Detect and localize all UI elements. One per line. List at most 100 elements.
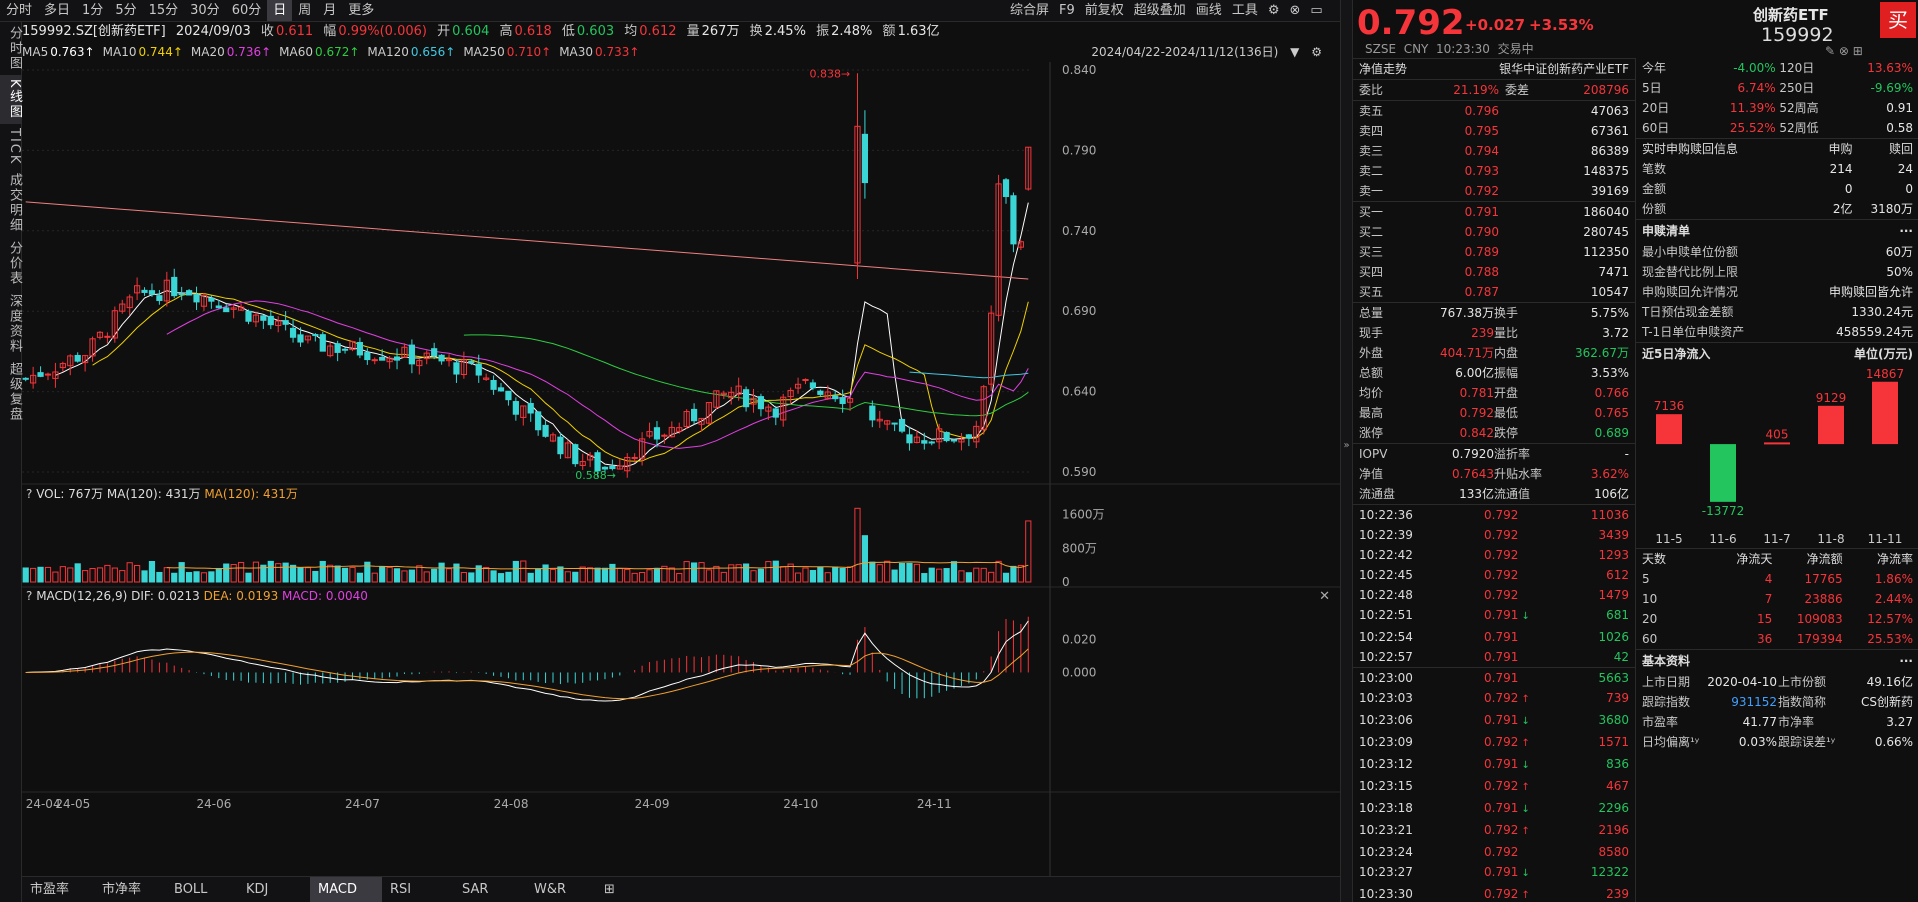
ma-value: 0.710↑ xyxy=(506,45,552,59)
indicator-tab[interactable]: W&R xyxy=(534,882,567,897)
help-icon[interactable]: ? xyxy=(26,589,36,603)
toolbar-item[interactable]: 综合屏 xyxy=(1010,3,1050,18)
edit-icon[interactable]: ✎ xyxy=(1825,44,1836,58)
level-price: 0.788 xyxy=(1464,265,1499,279)
toolbar-item[interactable]: F9 xyxy=(1059,3,1075,18)
last-price: 0.792 xyxy=(1357,3,1465,43)
redeem-value: 60万 xyxy=(1885,245,1913,259)
close-icon[interactable]: ✕ xyxy=(1319,589,1330,604)
quote-panel: 0.792 +0.027 +3.53% 创新药ETF 159992 买 ✎ ⊗ … xyxy=(1352,0,1918,902)
volume-bar xyxy=(37,566,44,583)
level-volume: 280745 xyxy=(1583,225,1629,239)
kline-chart[interactable]: 0.840 0.790 0.740 0.690 0.640 0.590 0.838→ 0.58… xyxy=(22,62,1340,876)
toolbar-item[interactable]: 前复权 xyxy=(1084,3,1124,18)
left-tab[interactable]: 分时图 xyxy=(7,26,22,71)
add-indicator-button[interactable]: ⊞ xyxy=(604,882,615,897)
volume-bar xyxy=(438,562,445,583)
left-tab[interactable]: TICK xyxy=(7,127,22,165)
volume-bar xyxy=(616,568,623,583)
window-icon[interactable]: ▭ xyxy=(1310,3,1323,18)
candle xyxy=(505,390,512,406)
period-tab[interactable]: 更多 xyxy=(348,3,375,18)
help-icon[interactable]: ? xyxy=(26,487,36,501)
tick-row: 10:22:36 0.792 11036 xyxy=(1353,505,1635,525)
stat-row: 涨停 0.842 跌停 0.689 xyxy=(1353,423,1635,443)
left-tab[interactable]: K线图 xyxy=(0,75,22,124)
period-tab[interactable]: 15分 xyxy=(148,3,179,18)
volume-bar xyxy=(928,567,935,583)
date-range-selector[interactable]: 2024/04/22-2024/11/12(136日) ▼ ⚙ xyxy=(1091,42,1330,62)
period-tab[interactable]: 60分 xyxy=(231,3,262,18)
candle xyxy=(594,450,601,477)
more-icon[interactable]: ··· xyxy=(1899,224,1913,238)
left-tab[interactable]: 分价表 xyxy=(7,240,22,286)
subscription-section: 实时申购赎回信息 申购 赎回 笔数 214 24 金额 0 0 份额 2亿 3180万 xyxy=(1636,138,1918,219)
indicator-tab[interactable]: MACD xyxy=(310,877,382,902)
more-icon[interactable]: ··· xyxy=(1899,654,1913,668)
toolbar-item[interactable]: 超级叠加 xyxy=(1133,3,1186,18)
tick-row: 10:22:45 0.792 612 xyxy=(1353,565,1635,585)
candle xyxy=(601,466,609,474)
close-icon[interactable]: ⊗ xyxy=(1289,3,1301,18)
period-tab[interactable]: 月 xyxy=(323,3,337,18)
collapse-right-panel-button[interactable]: » xyxy=(1340,0,1352,902)
buy-button[interactable]: 买 xyxy=(1880,2,1916,38)
volume-bar xyxy=(579,566,586,583)
toolbar-item[interactable]: 工具 xyxy=(1231,3,1258,18)
tick-price: 0.791 xyxy=(1444,668,1544,688)
sub-title: 实时申购赎回信息 xyxy=(1642,142,1739,156)
nav-row[interactable]: 净值走势 银华中证创新药产业ETF xyxy=(1353,58,1635,79)
price-tick: 0.590 xyxy=(1062,465,1096,479)
period-tab[interactable]: 日 xyxy=(267,0,293,21)
candle xyxy=(839,389,846,413)
indicator-tab[interactable]: KDJ xyxy=(246,882,269,897)
period-tab[interactable]: 多日 xyxy=(44,3,71,18)
volume-bar xyxy=(379,566,386,583)
candle xyxy=(609,459,616,471)
period-tab[interactable]: 周 xyxy=(298,3,312,18)
sub-rows: 笔数 214 24 金额 0 0 份额 2亿 3180万 xyxy=(1642,159,1913,219)
close-icon[interactable]: ⊗ xyxy=(1838,44,1849,58)
vol-value: 267万 xyxy=(701,24,740,39)
candle xyxy=(67,354,74,376)
redeem-label: 最小申赎单位份额 xyxy=(1642,245,1739,259)
ma-line xyxy=(909,371,1029,379)
left-tab[interactable]: 超级复盘 xyxy=(7,361,22,422)
indicator-tab[interactable]: BOLL xyxy=(174,882,208,897)
ma-legend-row: 2024/04/22-2024/11/12(136日) ▼ ⚙ MA5 0.763… xyxy=(22,42,1340,62)
indicator-tab[interactable]: 市盈率 xyxy=(30,882,70,897)
price-tick: 0.840 xyxy=(1062,63,1096,77)
redeem-value: 1330.24元 xyxy=(1851,305,1913,319)
indicator-tab[interactable]: RSI xyxy=(390,882,412,897)
period-tab[interactable]: 分时 xyxy=(6,3,33,18)
indicator-tab[interactable]: 市净率 xyxy=(102,882,142,897)
volume-bar xyxy=(587,567,594,583)
settings-icon[interactable]: ⚙ xyxy=(1267,3,1280,18)
volume-bar xyxy=(111,567,118,583)
flow-cell: 36 xyxy=(1757,632,1773,646)
grid-icon[interactable]: ⊞ xyxy=(1852,44,1863,58)
candle xyxy=(401,343,408,359)
period-tab[interactable]: 1分 xyxy=(82,3,104,18)
candle xyxy=(794,377,802,394)
tick-price: 0.792 ↑ xyxy=(1444,884,1544,902)
toolbar-item[interactable]: 画线 xyxy=(1195,3,1222,18)
flow-table-row: 60 36 179394 25.53% xyxy=(1642,629,1913,649)
left-tab[interactable]: 成交明细 xyxy=(7,172,22,233)
perf-label: 52周高 xyxy=(1779,101,1819,115)
basic-value: 49.16亿 xyxy=(1866,675,1913,689)
period-tab[interactable]: 5分 xyxy=(115,3,137,18)
left-tab[interactable]: 深度资料 xyxy=(7,293,22,354)
stat-label: 涨停 xyxy=(1359,426,1384,440)
tick-time: 10:23:27 xyxy=(1359,865,1413,879)
level-price: 0.796 xyxy=(1464,104,1499,118)
perf-value: 11.39% xyxy=(1729,101,1776,115)
flow-cell: 1.86% xyxy=(1874,572,1913,586)
period-tab[interactable]: 30分 xyxy=(190,3,220,18)
nav-trend-link[interactable]: 净值走势 xyxy=(1359,62,1408,76)
volume-bar xyxy=(416,565,423,583)
tick-price-value: 0.792 xyxy=(1484,588,1519,602)
indicator-tab[interactable]: SAR xyxy=(462,882,489,897)
redeem-row: 现金替代比例上限 50% xyxy=(1642,262,1913,282)
candle xyxy=(304,335,312,344)
